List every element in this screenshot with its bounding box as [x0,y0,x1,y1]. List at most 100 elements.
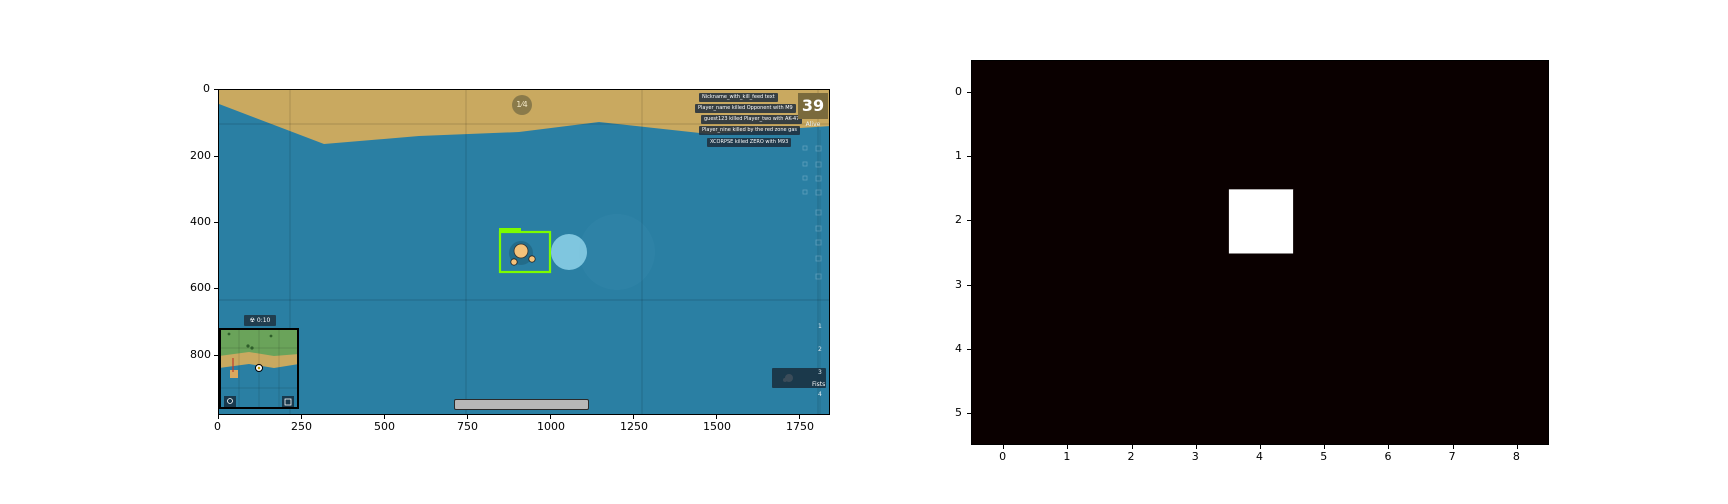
player-label-box [499,228,521,231]
weapon-slot-3[interactable]: 3 [818,369,822,376]
heatmap-cell [972,381,1037,444]
heatmap-cell [1036,253,1101,319]
heatmap-cell [1357,189,1423,254]
heatmap-x-tick: 2 [1127,450,1135,463]
alive-count: 39 [798,93,828,119]
minimap-frame[interactable] [219,328,299,409]
heatmap-x-tick-mark [1003,445,1005,449]
heatmap-cell [1421,381,1487,444]
map-zoom-icon[interactable] [224,396,236,408]
heatmap-x-tick-mark [1324,445,1326,449]
heatmap-y-tick: 5 [955,405,962,419]
heatmap-x-tick: 5 [1320,450,1328,463]
heatmap-cell [1485,61,1548,126]
game-y-tick: 0 [203,82,210,95]
action-bar [454,399,589,410]
heatmap-y-tick: 3 [955,277,962,291]
game-x-tick: 250 [291,420,312,433]
heatmap-cell [1293,189,1358,254]
heatmap-cell [1357,317,1423,383]
heatmap-y-tick-mark [967,284,971,286]
heatmap-cells [972,61,1548,444]
kill-feed-item: Nickname_with_kill_feed text [699,93,778,102]
heatmap-cell [1100,317,1166,383]
alive-label: Alive [805,121,821,128]
map-expand-icon[interactable] [282,396,294,408]
heatmap-cell [1228,61,1294,126]
game-x-tick: 1750 [786,420,814,433]
player-body [513,243,529,259]
weapon-slot-2[interactable]: 2 [818,346,822,353]
heatmap-y-tick: 1 [955,149,962,163]
game-y-tick: 400 [190,215,211,228]
player-right-hand-icon [528,255,536,263]
heatmap-plot [971,60,1549,445]
heatmap-cell [972,189,1037,254]
player-left-hand-icon [510,258,518,266]
heatmap-cell [1228,253,1294,319]
heatmap-x-tick: 4 [1256,450,1263,463]
game-x-tick: 1500 [703,420,731,433]
heatmap-cell [1421,317,1487,383]
heatmap-cell [1357,125,1423,190]
heatmap-cell [1357,61,1423,126]
heatmap-y-tick-mark [967,156,971,158]
heatmap-cell [1100,381,1166,444]
heatmap-cell [1421,125,1487,190]
heatmap-cell [1421,61,1487,126]
heatmap-x-tick-mark [1067,445,1069,449]
kill-feed-item: Player_name killed Opponent with M9 [695,104,796,113]
heatmap-y-tick-mark [967,220,971,222]
heatmap-y-tick: 0 [955,85,962,99]
heatmap-cell [1228,125,1294,190]
minimap[interactable] [219,328,299,409]
kill-feed-item: guest123 killed Player_two with AK-47 [701,115,803,124]
gas-timer: ☢ 0:10 [244,315,276,326]
game-x-tick: 500 [374,420,395,433]
heatmap-cell [1100,189,1166,254]
heatmap-cell [1293,253,1358,319]
heatmap-cell [1228,381,1294,444]
heatmap-cell [1485,189,1548,254]
heatmap-y-tick-mark [967,348,971,350]
heatmap-x-tick-mark [1131,445,1133,449]
heatmap-cell [1036,317,1101,383]
heatmap-cell [1036,125,1101,190]
heatmap-cell [972,317,1037,383]
heatmap-cell [1421,189,1487,254]
weapon-slot-3-selected[interactable] [772,368,826,388]
heatmap-cell [1036,61,1101,126]
heatmap-y-tick: 2 [955,213,962,227]
game-y-tick: 600 [190,281,211,294]
weapon-slot-4[interactable]: 4 [818,391,822,398]
heatmap-cell [1100,125,1166,190]
heatmap-cell [1036,189,1101,254]
heatmap-y-tick: 4 [955,341,962,355]
heatmap-x-tick-mark [1388,445,1390,449]
heatmap-cell [1421,253,1487,319]
heatmap-x-tick-mark [1195,445,1197,449]
faint-circle [579,214,655,290]
heatmap-cell [1485,253,1548,319]
heatmap-x-tick: 1 [1063,450,1071,463]
heatmap-cell [1228,189,1294,254]
heatmap-y-tick-mark [967,92,971,94]
weapon-label: Fists [812,381,826,388]
side-hud-icons [802,145,822,280]
heatmap-cell [972,125,1037,190]
heatmap-cell [1357,253,1423,319]
compass-badge: 1⁄4 [512,95,532,115]
heatmap-cell [1485,317,1548,383]
weapon-slot-1[interactable]: 1 [818,323,822,330]
heatmap-x-tick-mark [1516,445,1518,449]
aim-indicator [551,234,587,270]
heatmap-cell [1164,61,1230,126]
heatmap-cell [1164,253,1230,319]
heatmap-x-tick: 6 [1384,450,1392,463]
player-bounding-box [498,230,552,274]
kill-feed-item: XCORPSE killed ZERO with M93 [707,138,792,147]
heatmap-x-tick: 3 [1191,450,1199,463]
game-x-tick: 0 [214,420,221,433]
game-frame: 1⁄4 Nickname_with_kill_feed text Player_… [218,89,830,415]
game-x-tick: 1250 [620,420,648,433]
